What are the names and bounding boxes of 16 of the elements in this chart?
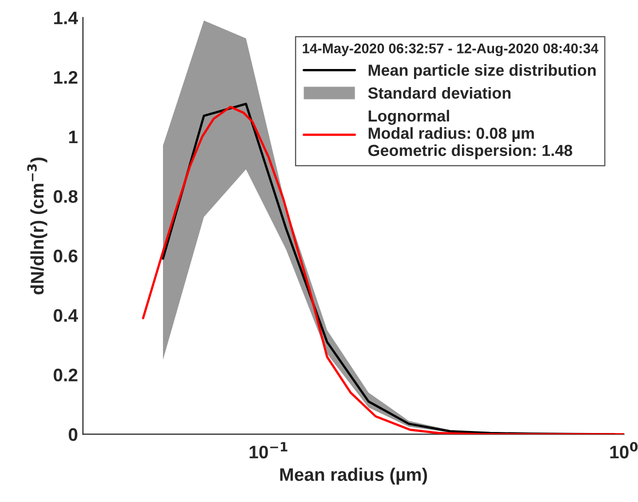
x-tick-label: 10$^{0}$	[610, 442, 638, 458]
y-tick-label: 1.4	[54, 12, 78, 24]
legend-label: Mean particle size distribution	[368, 64, 596, 80]
y-tick-label: 0.6	[54, 250, 78, 262]
annotation: Standard deviation	[368, 86, 510, 99]
legend-title: 14-May-2020 06:32:57 - 12-Aug-2020 08:40:34	[302, 43, 598, 56]
y-tick-label: 1.2	[54, 71, 78, 84]
x-tick-label: 10$^{−1}$	[250, 442, 288, 458]
legend-label: Lognormal Modal radius: 0.08 µm Geometric dispersion: 1.48	[368, 110, 572, 160]
y-tick-label: 0.4	[54, 309, 78, 322]
y-axis-title: dN/dln(r) (cm$^{−3}$)	[27, 158, 48, 294]
y-tick-label: 0.8	[54, 190, 78, 203]
x-axis-title: Mean radius (µm)	[280, 468, 427, 485]
y-tick-label: 0	[68, 428, 78, 441]
y-tick-label: 0.2	[54, 368, 78, 382]
y-tick-label: 1	[69, 130, 78, 144]
